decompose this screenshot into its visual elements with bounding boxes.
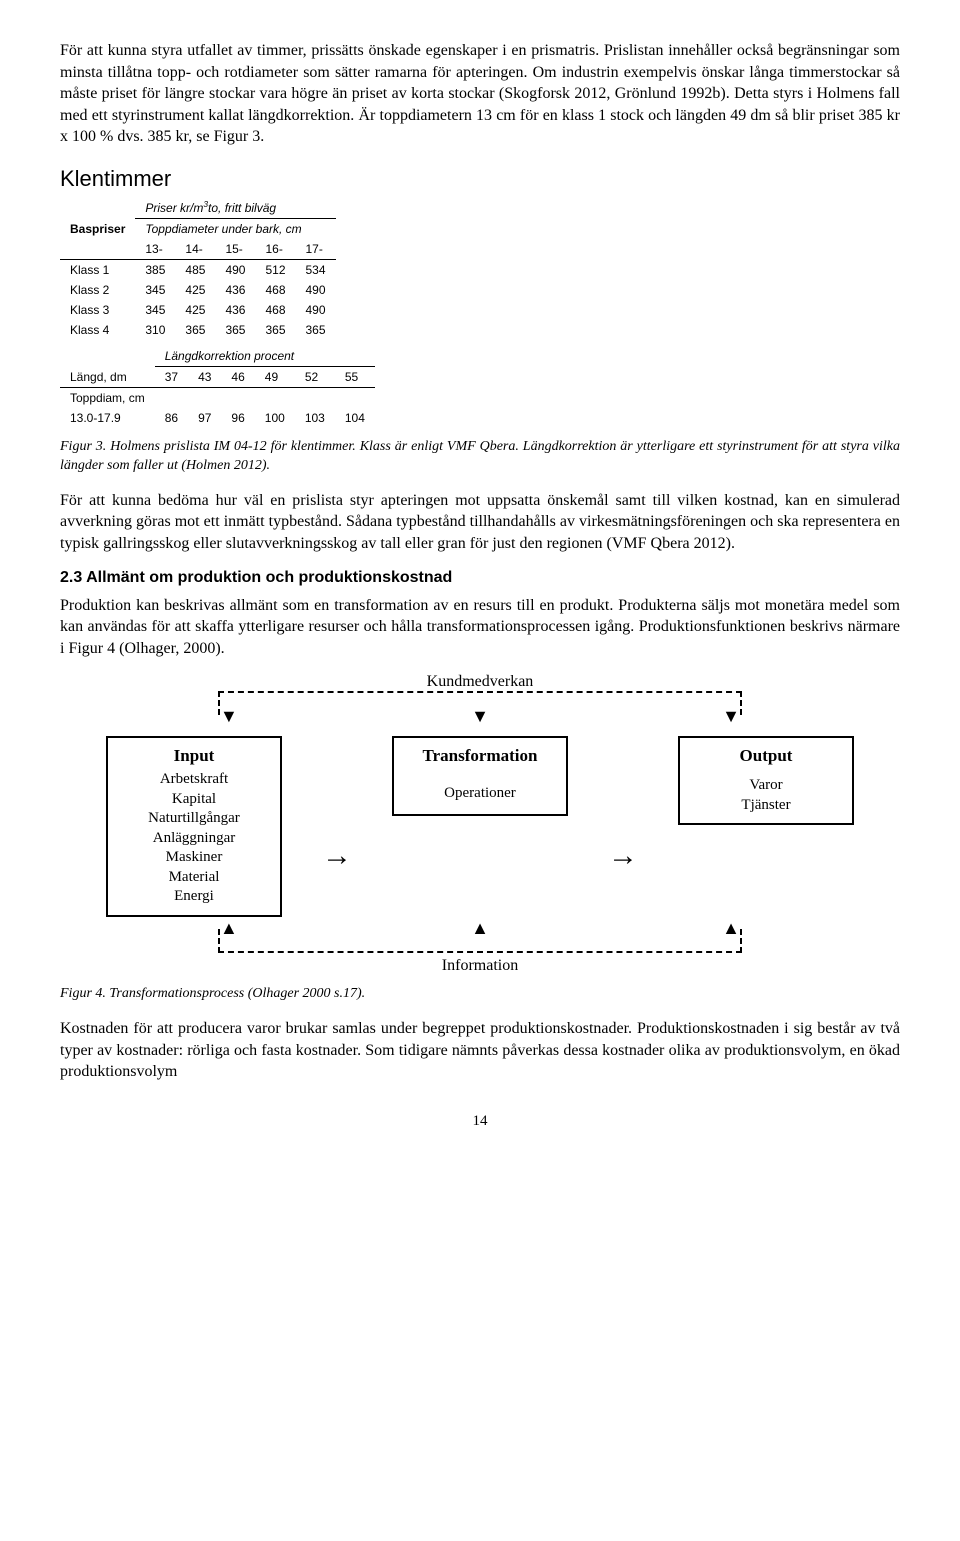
- figure-4-caption: Figur 4. Transformationsprocess (Olhager…: [60, 985, 900, 1004]
- lk-val: 86: [155, 408, 188, 428]
- diam-col: 14-: [175, 239, 215, 260]
- paragraph-2: För att kunna bedöma hur väl en prislist…: [60, 490, 900, 555]
- paragraph-1: För att kunna styra utfallet av timmer, …: [60, 40, 900, 148]
- input-item: Arbetskraft: [124, 770, 264, 790]
- page-number: 14: [60, 1113, 900, 1130]
- paragraph-3: Produktion kan beskrivas allmänt som en …: [60, 595, 900, 660]
- price-cell: 468: [255, 280, 295, 300]
- lk-val: 96: [221, 408, 254, 428]
- kundmedverkan-label: Kundmedverkan: [427, 673, 534, 690]
- output-box: Output Varor Tjänster: [678, 736, 854, 825]
- arrow-right-icon: →: [608, 839, 638, 873]
- price-cell: 425: [175, 300, 215, 320]
- lk-len-col: 43: [188, 366, 221, 387]
- lk-len-col: 52: [295, 366, 335, 387]
- length-correction-table: Längdkorrektion procent Längd, dm 37 43 …: [60, 346, 375, 428]
- klass-label: Klass 4: [60, 320, 135, 340]
- price-header: Priser kr/m3to, fritt bilväg: [145, 201, 276, 215]
- input-title: Input: [124, 746, 264, 766]
- price-cell: 365: [175, 320, 215, 340]
- price-cell: 345: [135, 300, 175, 320]
- price-cell: 436: [215, 300, 255, 320]
- price-cell: 385: [135, 259, 175, 280]
- arrow-down-icon: ▼: [220, 711, 238, 722]
- arrow-up-icon: ▲: [220, 923, 238, 934]
- arrow-down-icon: ▼: [722, 711, 740, 722]
- transformation-title: Transformation: [410, 746, 550, 766]
- price-cell: 310: [135, 320, 175, 340]
- diam-col: 16-: [255, 239, 295, 260]
- price-cell: 490: [296, 280, 336, 300]
- transformation-box: Transformation Operationer: [392, 736, 568, 816]
- paragraph-4: Kostnaden för att producera varor brukar…: [60, 1018, 900, 1083]
- lk-len-col: 49: [255, 366, 295, 387]
- arrow-down-icon: ▼: [471, 711, 489, 722]
- lk-diam-label: Toppdiam, cm: [60, 387, 155, 408]
- lk-val: 97: [188, 408, 221, 428]
- diam-col: 13-: [135, 239, 175, 260]
- diam-header: Toppdiameter under bark, cm: [135, 218, 335, 239]
- arrow-right-icon: →: [322, 839, 352, 873]
- arrow-up-icon: ▲: [471, 923, 489, 934]
- price-cell: 490: [215, 259, 255, 280]
- lk-len-col: 46: [221, 366, 254, 387]
- price-cell: 436: [215, 280, 255, 300]
- lk-len-col: 55: [335, 366, 375, 387]
- transformation-diagram: Kundmedverkan ▼ ▼ ▼ Input Arbetskraft Ka…: [60, 673, 900, 975]
- diam-col: 15-: [215, 239, 255, 260]
- price-cell: 512: [255, 259, 295, 280]
- price-cell: 468: [255, 300, 295, 320]
- lk-len-col: 37: [155, 366, 188, 387]
- output-item: Varor: [696, 776, 836, 796]
- klentimmer-title: Klentimmer: [60, 166, 900, 192]
- lk-val: 103: [295, 408, 335, 428]
- price-cell: 534: [296, 259, 336, 280]
- price-cell: 485: [175, 259, 215, 280]
- figure-3-caption: Figur 3. Holmens prislista IM 04-12 för …: [60, 438, 900, 476]
- lk-val: 104: [335, 408, 375, 428]
- lk-header: Längdkorrektion procent: [155, 346, 375, 367]
- diam-col: 17-: [296, 239, 336, 260]
- output-title: Output: [696, 746, 836, 766]
- input-item: Anläggningar: [124, 829, 264, 849]
- input-box: Input Arbetskraft Kapital Naturtillgånga…: [106, 736, 282, 917]
- price-cell: 365: [215, 320, 255, 340]
- price-cell: 345: [135, 280, 175, 300]
- input-item: Material: [124, 868, 264, 888]
- transformation-item: Operationer: [410, 784, 550, 804]
- input-item: Energi: [124, 887, 264, 907]
- klass-label: Klass 1: [60, 259, 135, 280]
- input-item: Kapital: [124, 790, 264, 810]
- price-cell: 425: [175, 280, 215, 300]
- lk-diam-range: 13.0-17.9: [60, 408, 155, 428]
- input-item: Naturtillgångar: [124, 809, 264, 829]
- lk-len-label: Längd, dm: [60, 366, 155, 387]
- lk-val: 100: [255, 408, 295, 428]
- arrow-up-icon: ▲: [722, 923, 740, 934]
- price-cell: 365: [296, 320, 336, 340]
- section-2-3-heading: 2.3 Allmänt om produktion och produktion…: [60, 569, 900, 587]
- baspriser-label: Baspriser: [60, 218, 135, 239]
- klass-label: Klass 3: [60, 300, 135, 320]
- output-item: Tjänster: [696, 796, 836, 816]
- input-item: Maskiner: [124, 848, 264, 868]
- klass-label: Klass 2: [60, 280, 135, 300]
- price-table: Priser kr/m3to, fritt bilväg Baspriser T…: [60, 196, 336, 340]
- price-cell: 490: [296, 300, 336, 320]
- information-label: Information: [60, 957, 900, 975]
- price-cell: 365: [255, 320, 295, 340]
